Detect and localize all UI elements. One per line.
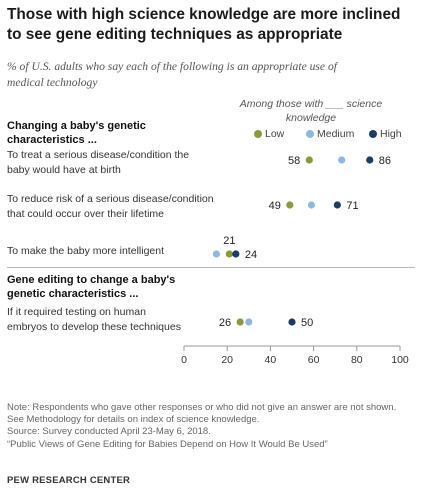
report-title-line: “Public Views of Gene Editing for Babies… [7,438,328,450]
legend-item-high: High [369,128,402,140]
legend-item-medium: Medium [306,128,354,140]
data-label-low: 58 [288,155,300,167]
row-label-line-2: baby would have at birth [7,164,121,176]
x-tick-label: 100 [391,354,409,366]
row-label-reduce-risk: To reduce risk of a serious disease/cond… [7,192,214,222]
dot-low [225,250,233,258]
section-heading-changing: Changing a baby's genetic characteristic… [7,119,182,147]
subtitle-line-1: % of U.S. adults who say each of the fol… [7,60,337,73]
title-line-2: to see gene editing techniques as approp… [7,26,343,43]
pew-research-center-logo-text: PEW RESEARCH CENTER [7,475,131,486]
row-label-line-1: To make the baby more intelligent [7,245,165,257]
data-label-low: 26 [219,317,231,329]
data-label-low: 49 [269,200,281,212]
row-label-treat-disease: To treat a serious disease/condition the… [7,148,189,178]
section-heading-gene-editing-line-2: genetic characteristics ... [7,288,139,300]
legend-caption-line-2: knowledge [285,112,337,124]
chart-subtitle: % of U.S. adults who say each of the fol… [7,59,412,91]
dot-low [286,201,294,209]
dot-medium [212,250,220,258]
note-line-1: Note: Respondents who gave other respons… [7,402,397,413]
row-label-line-1: To treat a serious disease/condition the [7,149,190,161]
legend-label-low: Low [265,128,285,140]
row-label-line-2: that could occur over their lifetime [7,208,164,220]
legend-dot-high [369,130,377,138]
legend-item-low: Low [254,128,284,140]
dot-medium [338,156,346,164]
legend-dot-low [254,130,262,138]
section-divider [7,267,415,268]
data-label-high: 50 [301,317,313,329]
legend-dot-medium [306,130,314,138]
source-line: Source: Survey conducted April 23-May 6,… [7,426,211,438]
x-tick-label: 40 [265,354,277,366]
section-heading-gene-editing-line-1: Gene editing to change a baby's [7,274,176,286]
data-label-low: 21 [223,235,235,247]
section-heading-changing-line-1: Changing a baby's genetic [7,120,146,132]
legend-caption-line-1: Among those with ___ science [239,98,383,110]
legend-label-medium: Medium [317,128,355,140]
row-label-line-2: embryos to develop these techniques [7,321,181,333]
data-label-high: 71 [346,200,358,212]
dot-medium [245,318,253,326]
subtitle-line-2: medical technology [7,76,98,89]
data-label-high: 86 [379,155,391,167]
data-label-high: 24 [245,249,257,261]
row-label-line-1: If it required testing on human [7,306,146,318]
x-tick-label: 60 [308,354,320,366]
chart-notes: Note: Respondents who gave other respons… [7,402,417,451]
x-axis: 0 20 40 60 80 100 [181,345,409,366]
row-label-embryo-testing: If it required testing on human embryos … [7,305,181,335]
section-heading-gene-editing: Gene editing to change a baby's genetic … [7,273,182,301]
dot-high [366,156,374,164]
section-heading-changing-line-2: characteristics ... [7,134,97,146]
x-tick-label: 0 [181,354,187,366]
dot-high [288,318,296,326]
data-labels-layer: 58 86 49 71 21 24 26 50 [219,155,391,329]
legend-label-high: High [380,128,402,140]
dot-high [232,250,240,258]
x-tick-label: 80 [351,354,363,366]
dots-layer [212,156,374,326]
legend-caption: Among those with ___ science knowledge [236,97,386,125]
dot-low [305,156,313,164]
chart-title: Those with high science knowledge are mo… [7,5,417,45]
dot-medium [307,201,316,209]
row-label-intelligence: To make the baby more intelligent [7,244,164,259]
x-tick-label: 20 [221,354,233,366]
note-line-2: See Methodology for details on index of … [7,414,260,426]
dot-high [333,201,341,209]
title-line-1: Those with high science knowledge are mo… [7,6,401,23]
dot-low [236,318,244,326]
row-label-line-1: To reduce risk of a serious disease/cond… [7,193,214,205]
